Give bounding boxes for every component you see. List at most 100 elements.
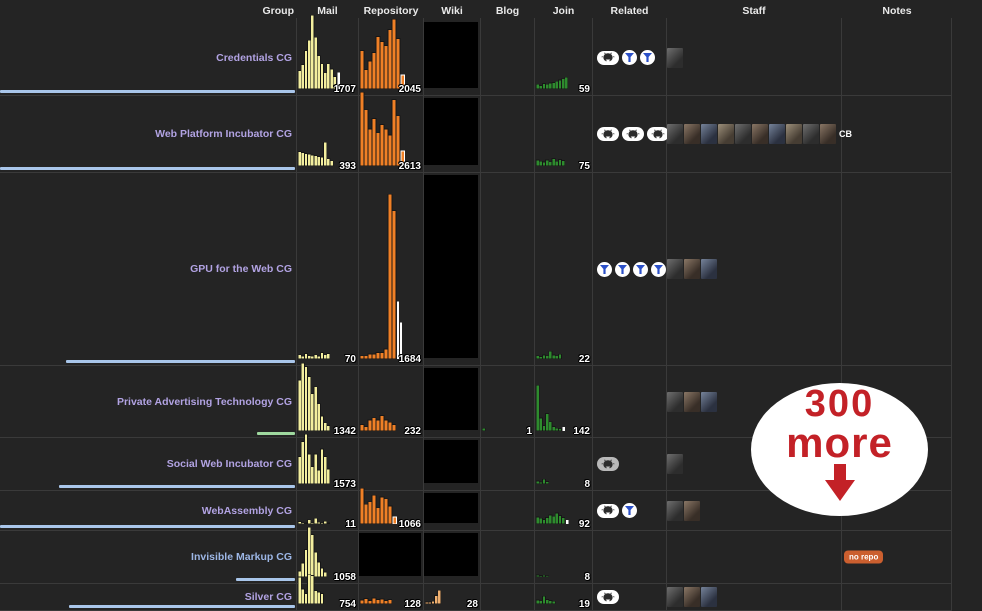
group-name-link[interactable]: Social Web Incubator CG [166, 458, 292, 470]
staff-avatar[interactable] [684, 391, 700, 412]
blog-cell[interactable] [481, 438, 534, 490]
funnel-icon[interactable] [615, 261, 630, 277]
blog-cell[interactable]: 1 [481, 366, 534, 437]
mail-sparkline-wrap [297, 433, 331, 489]
staff-avatar[interactable] [667, 259, 683, 279]
staff-avatar[interactable] [820, 124, 836, 144]
staff-avatar[interactable] [735, 124, 751, 144]
blog-cell[interactable] [481, 20, 534, 95]
staff-avatar[interactable] [667, 587, 683, 607]
wiki-cell[interactable] [424, 531, 480, 583]
repository-cell[interactable]: 2045 [359, 18, 423, 95]
group-name-link[interactable]: Private Advertising Technology CG [116, 395, 292, 408]
staff-avatar[interactable] [667, 47, 683, 68]
group-name-link[interactable]: Credentials CG [216, 51, 292, 64]
wiki-cell[interactable] [424, 491, 480, 530]
mail-cell[interactable]: 754 [297, 573, 358, 610]
wiki-cell[interactable]: 28 [424, 584, 480, 610]
staff-avatar[interactable] [667, 500, 683, 521]
github-icon[interactable] [597, 50, 619, 65]
repository-sparkline-wrap [359, 193, 402, 364]
join-cell[interactable]: 8 [535, 531, 592, 583]
repository-cell[interactable]: 128 [359, 584, 423, 610]
staff-avatar[interactable] [803, 124, 819, 144]
wiki-cell[interactable] [424, 20, 480, 95]
staff-avatar[interactable] [786, 124, 802, 144]
blog-cell[interactable] [481, 491, 534, 530]
wiki-empty-image[interactable] [424, 98, 478, 165]
staff-avatar[interactable] [701, 124, 717, 144]
staff-avatar[interactable] [667, 391, 683, 412]
blog-cell[interactable] [481, 173, 534, 365]
funnel-icon[interactable] [651, 261, 666, 277]
wiki-empty-image[interactable] [424, 533, 478, 576]
mail-cell[interactable]: 1058 [297, 526, 358, 583]
mail-cell[interactable]: 1342 [297, 362, 358, 437]
join-cell[interactable]: 92 [535, 491, 592, 530]
github-icon[interactable] [622, 127, 644, 141]
staff-avatar[interactable] [752, 124, 768, 144]
group-name-link[interactable]: Silver CG [244, 591, 292, 603]
funnel-icon[interactable] [597, 261, 612, 277]
join-cell[interactable]: 22 [535, 173, 592, 365]
down-arrow-icon [824, 463, 855, 501]
group-name-link[interactable]: Invisible Markup CG [191, 551, 292, 563]
repository-sparkline-wrap [359, 591, 393, 609]
staff-avatar[interactable] [718, 124, 734, 144]
group-name-link[interactable]: Web Platform Incubator CG [155, 128, 292, 140]
mail-cell[interactable]: 11 [297, 491, 358, 530]
github-icon[interactable] [597, 503, 619, 518]
funnel-icon[interactable] [622, 50, 637, 65]
join-count: 59 [578, 84, 590, 95]
join-cell[interactable]: 8 [535, 438, 592, 490]
join-cell[interactable]: 19 [535, 584, 592, 610]
mail-cell[interactable]: 1573 [297, 433, 358, 490]
staff-avatar[interactable] [701, 587, 717, 607]
blog-cell[interactable] [481, 584, 534, 610]
repository-sparkline-wrap [359, 91, 406, 171]
staff-avatar[interactable] [667, 124, 683, 144]
wiki-empty-image[interactable] [424, 493, 478, 523]
join-cell[interactable]: 142 [535, 366, 592, 437]
staff-avatar[interactable] [769, 124, 785, 144]
mail-cell[interactable]: 1707 [297, 14, 358, 95]
staff-avatar[interactable] [684, 259, 700, 279]
wiki-empty-image[interactable] [424, 175, 478, 358]
wiki-empty-image[interactable] [424, 368, 478, 430]
github-icon[interactable] [647, 127, 669, 141]
staff-avatar[interactable] [701, 391, 717, 412]
funnel-icon[interactable] [622, 503, 637, 518]
group-row: Private Advertising Technology CG 1342 232… [0, 362, 952, 438]
repository-cell[interactable] [359, 531, 423, 583]
github-icon[interactable] [597, 590, 619, 604]
staff-avatar[interactable] [667, 454, 683, 474]
wiki-cell[interactable] [424, 173, 480, 365]
join-cell[interactable]: 75 [535, 96, 592, 172]
repository-empty-image[interactable] [359, 533, 421, 576]
staff-avatar[interactable] [684, 587, 700, 607]
github-icon[interactable] [597, 457, 619, 471]
staff-avatar[interactable] [684, 500, 700, 521]
wiki-empty-image[interactable] [424, 440, 478, 483]
wiki-cell[interactable] [424, 96, 480, 172]
group-name-link[interactable]: WebAssembly CG [201, 504, 292, 517]
repository-cell[interactable]: 2613 [359, 91, 423, 172]
funnel-icon[interactable] [633, 261, 648, 277]
wiki-empty-image[interactable] [424, 22, 478, 88]
funnel-icon[interactable] [640, 50, 655, 65]
repository-cell[interactable] [359, 438, 423, 490]
join-cell[interactable]: 59 [535, 20, 592, 95]
blog-cell[interactable] [481, 96, 534, 172]
mail-cell[interactable]: 393 [297, 96, 358, 172]
wiki-cell[interactable] [424, 438, 480, 490]
github-icon[interactable] [597, 127, 619, 141]
staff-avatar[interactable] [701, 259, 717, 279]
repository-cell[interactable]: 232 [359, 366, 423, 437]
group-name-link[interactable]: GPU for the Web CG [190, 263, 292, 275]
repository-cell[interactable]: 1066 [359, 487, 423, 530]
repository-cell[interactable]: 1684 [359, 173, 423, 365]
wiki-cell[interactable] [424, 366, 480, 437]
mail-cell[interactable]: 70 [297, 173, 358, 365]
blog-cell[interactable] [481, 531, 534, 583]
staff-avatar[interactable] [684, 124, 700, 144]
